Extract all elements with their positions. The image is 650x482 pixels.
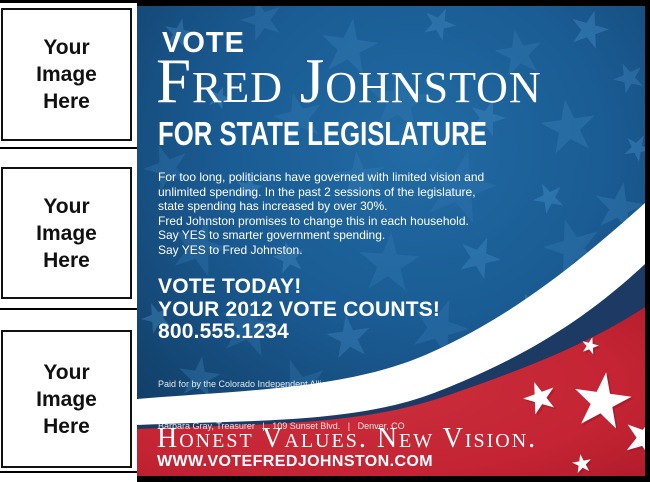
flyer-panel-inner: VOTE Fred Johnston FOR STATE LEGISLATURE… bbox=[137, 6, 645, 476]
cut-rule-top bbox=[0, 0, 137, 3]
disclaimer-line: Paid for by the Colorado Independent All… bbox=[158, 379, 344, 389]
image-placeholder-label: Your Image Here bbox=[36, 36, 97, 113]
cut-rule-2 bbox=[0, 308, 137, 310]
campaign-website: WWW.VOTEFREDJOHNSTON.COM bbox=[157, 453, 433, 470]
body-line: For too long, politicians have governed … bbox=[158, 170, 485, 184]
image-placeholder-column: Your Image Here Your Image Here Your Ima… bbox=[0, 0, 137, 482]
white-swoosh bbox=[137, 203, 645, 425]
body-line: Fred Johnston promises to change this in… bbox=[158, 213, 469, 228]
call-to-action-block: VOTE TODAY! YOUR 2012 VOTE COUNTS! 800.5… bbox=[158, 275, 441, 344]
vote-heading: VOTE bbox=[162, 27, 245, 59]
body-line: Say YES to Fred Johnston. bbox=[158, 242, 303, 257]
image-placeholder-box-3[interactable]: Your Image Here bbox=[1, 330, 132, 468]
image-placeholder-label: Your Image Here bbox=[36, 360, 97, 438]
image-placeholder-box-1[interactable]: Your Image Here bbox=[1, 8, 132, 141]
cta-line-vote-today: VOTE TODAY! bbox=[158, 275, 302, 298]
body-line: state spending has increased by over 30%… bbox=[158, 199, 388, 214]
campaign-tagline: Honest Values. New Vision. bbox=[157, 423, 538, 454]
body-line: unlimited spending. In the past 2 sessio… bbox=[158, 184, 476, 199]
image-placeholder-box-2[interactable]: Your Image Here bbox=[1, 167, 132, 299]
cut-rule-bottom bbox=[0, 471, 137, 473]
image-placeholder-label: Your Image Here bbox=[36, 194, 97, 272]
paid-for-disclaimer: Paid for by the Colorado Independent All… bbox=[158, 349, 405, 461]
red-swoosh bbox=[137, 307, 645, 476]
campaign-body-copy: For too long, politicians have governed … bbox=[158, 170, 484, 258]
cut-rule-1 bbox=[0, 147, 137, 149]
office-heading: FOR STATE LEGISLATURE bbox=[158, 115, 487, 152]
body-line: Say YES to smarter government spending. bbox=[158, 228, 386, 243]
phone-number: 800.555.1234 bbox=[158, 320, 289, 343]
disclaimer-line: Barbara Gray, Treasurer | 109 Sunset Blv… bbox=[158, 421, 405, 431]
cta-line-vote-counts: YOUR 2012 VOTE COUNTS! bbox=[158, 297, 441, 321]
candidate-name: Fred Johnston bbox=[156, 46, 542, 116]
flyer-artwork bbox=[137, 6, 645, 476]
flyer-panel: VOTE Fred Johnston FOR STATE LEGISLATURE… bbox=[137, 0, 650, 482]
